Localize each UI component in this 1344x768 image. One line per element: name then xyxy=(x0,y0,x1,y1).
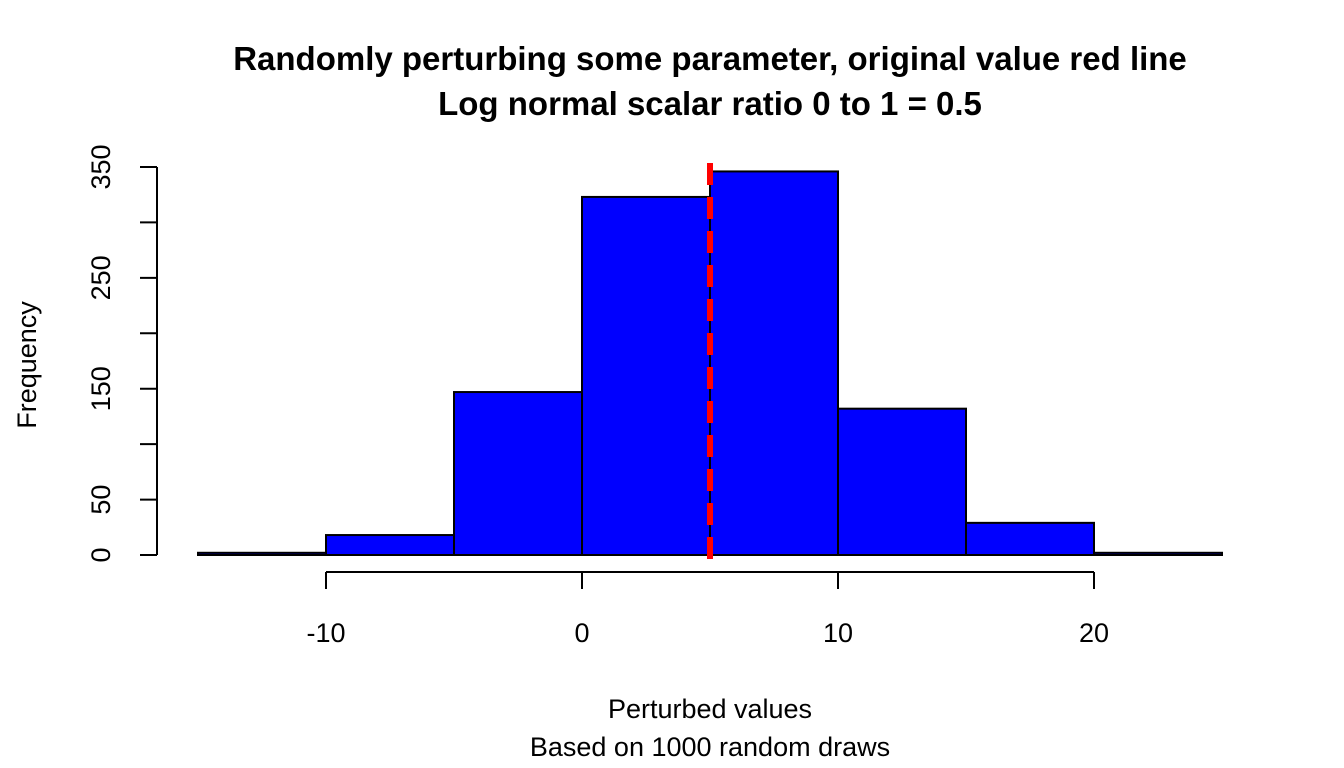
histogram-bar-6 xyxy=(965,521,1095,557)
histogram-bar-7 xyxy=(1093,551,1223,556)
histogram-bar-2 xyxy=(453,391,583,557)
x-tick-label: 0 xyxy=(574,618,589,648)
y-tick-label: 0 xyxy=(86,547,116,562)
histogram-bar-0 xyxy=(197,551,327,556)
histogram-bar-3 xyxy=(581,195,711,556)
histogram-bar-4 xyxy=(709,170,839,556)
x-tick-label: 20 xyxy=(1079,618,1109,648)
y-tick-label: 150 xyxy=(86,366,116,411)
chart-subtitle: Log normal scalar ratio 0 to 1 = 0.5 xyxy=(438,85,982,122)
x-axis-label: Perturbed values xyxy=(608,694,812,724)
histogram-bar-1 xyxy=(325,534,455,557)
y-tick-label: 250 xyxy=(86,255,116,300)
y-tick-label: 350 xyxy=(86,144,116,189)
x-axis-sublabel: Based on 1000 random draws xyxy=(530,732,890,762)
y-tick-label: 50 xyxy=(86,485,116,515)
x-tick-label: 10 xyxy=(823,618,853,648)
y-axis: 0 50 150 250 350 xyxy=(86,144,158,563)
chart-title: Randomly perturbing some parameter, orig… xyxy=(233,40,1187,77)
histogram-bar-5 xyxy=(837,407,967,556)
y-axis-label: Frequency xyxy=(12,301,42,429)
x-tick-label: -10 xyxy=(306,618,345,648)
bars-group xyxy=(197,170,1223,557)
x-axis: -10 0 10 20 xyxy=(306,571,1109,648)
